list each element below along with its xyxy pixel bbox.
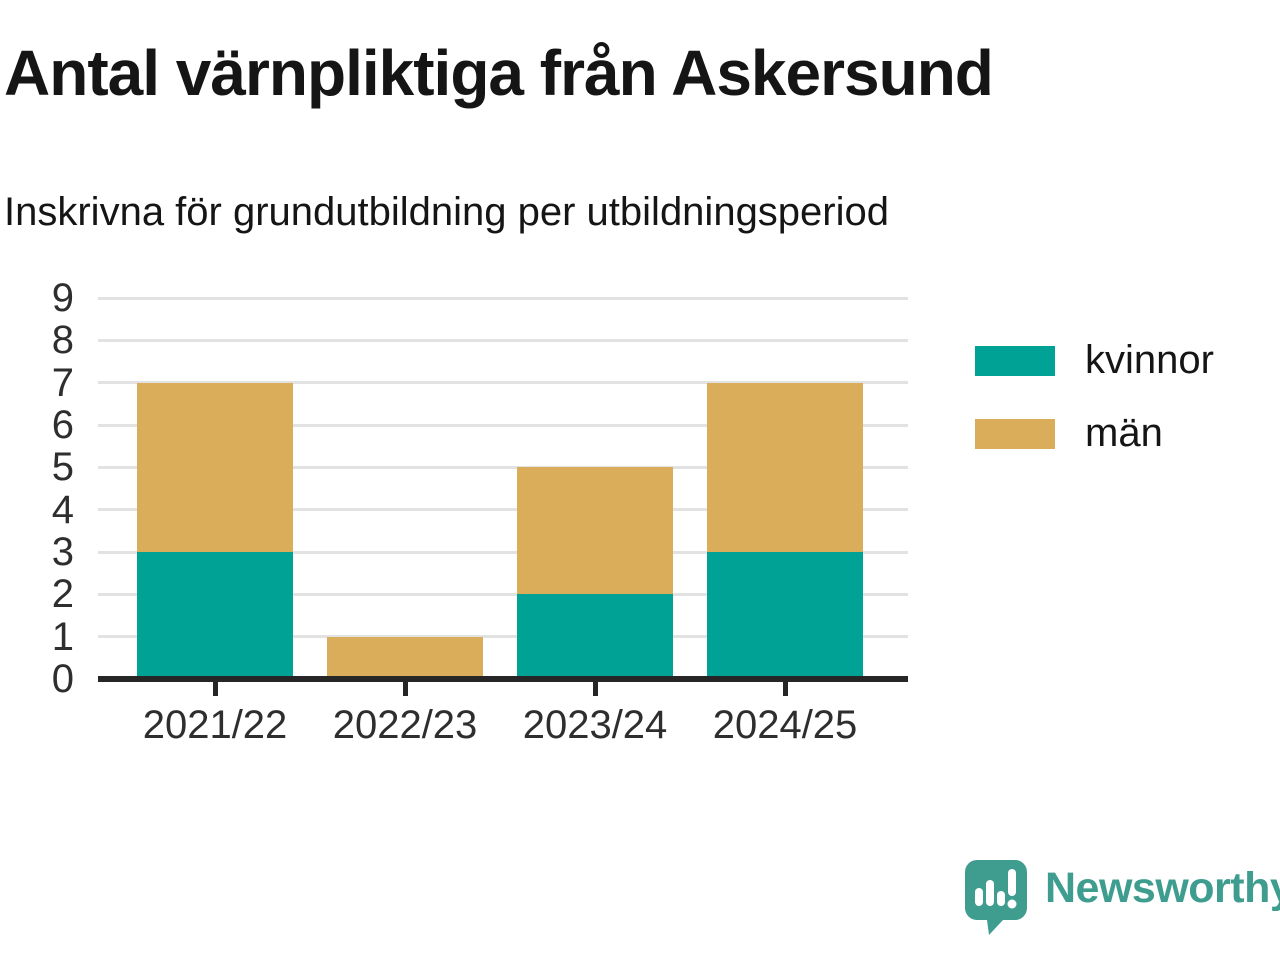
x-axis-tick [592, 682, 598, 696]
gridline-y3 [98, 550, 908, 554]
legend-label: män [1085, 411, 1163, 455]
gridline-y4 [98, 508, 908, 512]
y-axis-tick-label: 1 [51, 614, 74, 659]
y-axis-tick-label: 3 [51, 530, 74, 574]
x-axis-tick-label: 2024/25 [712, 703, 858, 747]
brand-name: Newsworthy [1045, 864, 1280, 912]
legend-item-män: män [975, 411, 1214, 456]
x-axis-tick-label: 2022/23 [332, 703, 478, 747]
x-axis-tick [782, 682, 788, 696]
y-axis-tick-label: 4 [51, 487, 74, 532]
newsworthy-logo-icon [965, 860, 1027, 935]
bar-segment-män [707, 382, 863, 552]
x-axis-tick-label: 2023/24 [522, 703, 668, 747]
brand-footer: Newsworthy [963, 858, 1280, 938]
legend-swatch-män [975, 418, 1055, 449]
gridline-y5 [98, 465, 908, 469]
legend: kvinnor män [975, 338, 1214, 456]
y-axis-tick-label: 0 [51, 657, 74, 701]
chart-subtitle: Inskrivna för grundutbildning per utbild… [4, 190, 889, 234]
bar-segment-män [517, 467, 673, 595]
y-axis-tick-label: 9 [51, 276, 74, 320]
x-axis-tick [212, 682, 218, 696]
legend-item-kvinnor: kvinnor [975, 338, 1214, 383]
bar-2024/25 [707, 382, 863, 679]
plot-area: 0 1 2 3 4 5 6 7 8 9 2021/22 2022/23 2023/24 2024/25 [52, 276, 908, 747]
gridline-y2 [98, 592, 908, 596]
bar-2022/23 [327, 636, 483, 679]
bar-segment-kvinnor [707, 552, 863, 679]
bar-segment-kvinnor [517, 594, 673, 679]
legend-swatch-kvinnor [975, 345, 1055, 376]
gridline-y8 [98, 338, 908, 342]
bar-segment-män [137, 382, 293, 552]
y-axis-tick-label: 7 [51, 360, 74, 405]
gridline-y1 [98, 635, 908, 639]
x-axis-tick-label: 2021/22 [142, 703, 288, 747]
chart-title: Antal värnpliktiga från Askersund [4, 37, 994, 109]
y-axis-tick-label: 6 [51, 403, 74, 447]
legend-label: kvinnor [1085, 338, 1214, 382]
y-axis-tick-label: 2 [51, 572, 74, 617]
y-axis-tick-label: 8 [51, 318, 74, 363]
gridline-y9 [98, 296, 908, 300]
bar-segment-män [327, 636, 483, 679]
x-axis-tick [402, 682, 408, 696]
bar-2023/24 [517, 467, 673, 679]
bar-segment-kvinnor [137, 552, 293, 679]
gridline-y7 [98, 381, 908, 385]
y-axis-tick-label: 5 [51, 445, 74, 490]
bar-2021/22 [137, 382, 293, 679]
x-axis-line [98, 676, 908, 682]
gridline-y6 [98, 423, 908, 427]
